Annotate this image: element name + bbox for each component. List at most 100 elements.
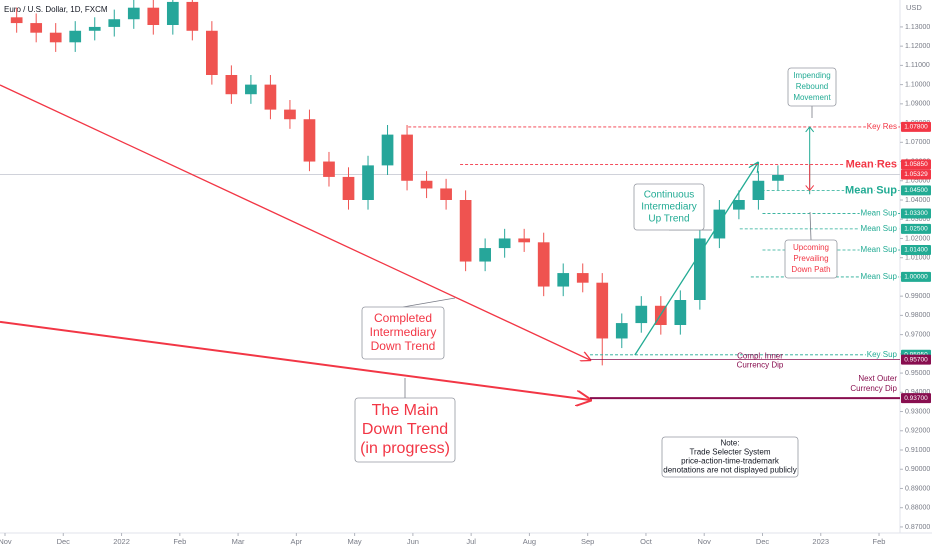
x-tick-label: Jun (407, 537, 419, 546)
y-tick-label: 0.92000 (905, 428, 930, 435)
x-tick-label: Feb (873, 537, 886, 546)
x-tick-label: Dec (756, 537, 770, 546)
callout-text: Down Trend (371, 339, 436, 353)
candle-body (381, 134, 394, 166)
candle-body (303, 119, 316, 162)
level-box (901, 393, 931, 404)
y-tick-label: 1.03000 (905, 216, 930, 223)
y-tick-label: 1.04000 (905, 197, 930, 204)
level-name: Mean Sup (861, 209, 898, 218)
candle-body (264, 84, 277, 110)
candle-body (10, 17, 23, 24)
callout-box (361, 306, 445, 360)
candle-body (772, 175, 784, 181)
y-tick-label: 0.90000 (905, 466, 930, 473)
callout-text: Prevailing (793, 254, 828, 263)
trend-line (634, 163, 758, 356)
level-box-label: 1.05850 (904, 161, 928, 168)
callout-text: Up Trend (648, 214, 689, 225)
level-box-label: 0.95700 (904, 356, 928, 363)
candle-body (245, 84, 257, 95)
y-tick-label: 1.05000 (905, 178, 930, 185)
level-name: Currency Dip (737, 361, 784, 370)
level-box-label: 1.01400 (904, 247, 928, 254)
candle-body (147, 7, 160, 26)
x-tick-label: 2023 (812, 537, 829, 546)
callout-text: Intermediary (641, 202, 697, 213)
callout-text: Intermediary (370, 325, 437, 339)
callout-text: Down Path (791, 265, 830, 274)
x-tick-label: Apr (291, 537, 303, 546)
candle-body (635, 305, 648, 324)
callout-text: price-action-time-trademark (681, 457, 780, 466)
y-tick-label: 0.88000 (905, 505, 930, 512)
callout-text: Continuous (644, 190, 695, 201)
x-tick-label: Feb (173, 537, 186, 546)
callout-text: Upcoming (793, 243, 829, 252)
candle-body (284, 109, 296, 120)
callout-box (633, 183, 705, 231)
level-box (901, 185, 931, 196)
callout-text: The Main (372, 402, 439, 419)
trend-line (0, 84, 590, 360)
callout-pointer (809, 211, 812, 241)
callout-box (787, 67, 837, 107)
level-box (901, 245, 931, 255)
callout-box (784, 239, 838, 279)
x-tick-label: 2022 (113, 537, 130, 546)
chart-title: Euro / U.S. Dollar, 1D, FXCM (4, 5, 108, 14)
level-box-label: 1.04500 (904, 187, 928, 194)
candle-body (401, 134, 413, 181)
y-tick-label: 0.87000 (905, 524, 930, 531)
level-name: Mean Sup (861, 245, 898, 254)
level-box-label: 1.03300 (904, 210, 928, 217)
level-name: Compl. Inner (737, 352, 783, 361)
x-tick-label: Sep (581, 537, 594, 546)
level-box-label: 1.02500 (904, 226, 928, 233)
y-tick-label: 0.94000 (905, 389, 930, 396)
candle-body (615, 323, 628, 339)
callout-text: Trade Selecter System (689, 448, 770, 457)
y-tick-label: 0.93000 (905, 408, 930, 415)
candle-body (323, 161, 335, 177)
candle-body (596, 282, 609, 339)
y-tick-label: 0.98000 (905, 312, 930, 319)
level-name: Key Sup (867, 350, 898, 359)
y-tick-label: 0.95000 (905, 370, 930, 377)
candle-body (576, 273, 589, 283)
arrow-head (805, 185, 815, 192)
candle-body (733, 200, 745, 210)
last-price-box (901, 169, 931, 180)
candle-body (342, 176, 355, 200)
level-box-label: 0.93700 (904, 395, 928, 402)
level-name: Next Outer (858, 374, 897, 383)
y-tick-label: 0.89000 (905, 485, 930, 492)
x-tick-label: Dec (57, 537, 71, 546)
level-name: Currency Dip (850, 384, 897, 393)
x-tick-label: Aug (523, 537, 536, 546)
candle-body (88, 26, 101, 31)
y-tick-label: 1.10000 (905, 81, 930, 88)
currency-label: USD (906, 3, 922, 12)
level-box (901, 223, 931, 234)
arrow-head (805, 126, 815, 133)
y-tick-label: 1.13000 (905, 24, 930, 31)
y-tick-label: 1.01000 (905, 255, 930, 262)
y-tick-label: 1.11000 (905, 62, 930, 69)
last-price-label: 1.05329 (904, 171, 928, 178)
candle-body (186, 1, 199, 31)
callout-pointer (402, 297, 456, 308)
candle-body (127, 7, 140, 20)
callout-box (354, 397, 456, 463)
y-tick-label: 0.99000 (905, 293, 930, 300)
level-name: Mean Sup (845, 184, 897, 196)
y-tick-label: 1.12000 (905, 43, 930, 50)
level-name: Mean Sup (861, 272, 898, 281)
candle-body (30, 23, 43, 33)
level-name: Key Res (867, 122, 897, 131)
level-box (901, 271, 931, 282)
x-tick-label: May (348, 537, 362, 546)
level-box-label: 1.00000 (904, 274, 928, 281)
candle-body (518, 238, 531, 243)
